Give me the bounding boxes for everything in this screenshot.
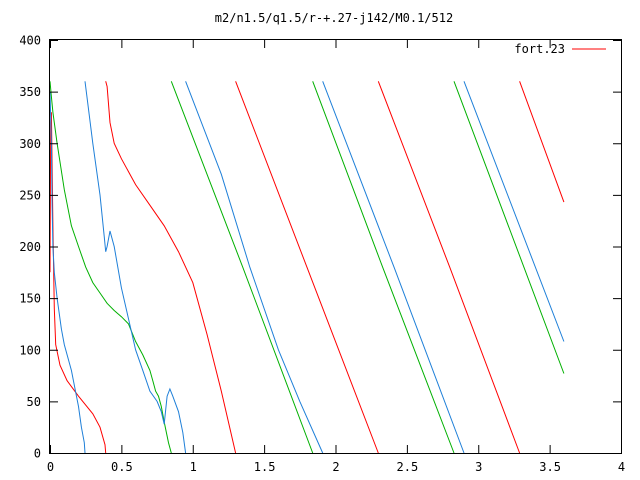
x-tick-label: 2.5 bbox=[397, 460, 419, 474]
x-tick-label: 4 bbox=[618, 460, 625, 474]
y-tick-label: 100 bbox=[19, 343, 41, 357]
plot-frame bbox=[49, 39, 622, 454]
chart-title: m2/n1.5/q1.5/r-+.27-j142/M0.1/512 bbox=[215, 11, 453, 25]
y-tick-label: 0 bbox=[34, 447, 41, 461]
y-tick-label: 350 bbox=[19, 85, 41, 99]
x-tick-label: 1.5 bbox=[254, 460, 276, 474]
y-tick-label: 50 bbox=[27, 395, 41, 409]
x-tick-label: 0.5 bbox=[111, 460, 133, 474]
x-tick-label: 3 bbox=[475, 460, 482, 474]
x-tick-label: 3.5 bbox=[539, 460, 561, 474]
x-tick-label: 0 bbox=[47, 460, 54, 474]
series-line-2 bbox=[49, 81, 565, 454]
tick-layer: 0 0.5 1 1.5 2 2.5 3 3.5 4 0 50 100 150 200 250 300 350 40… bbox=[19, 34, 625, 475]
series-layer bbox=[49, 81, 565, 454]
x-tick-label: 2 bbox=[332, 460, 339, 474]
y-tick-label: 150 bbox=[19, 292, 41, 306]
y-tick-label: 200 bbox=[19, 240, 41, 254]
x-tick-label: 1 bbox=[190, 460, 197, 474]
y-tick-label: 400 bbox=[19, 34, 41, 48]
legend-label: fort.23 bbox=[514, 42, 565, 56]
y-tick-label: 300 bbox=[19, 137, 41, 151]
series-line-1 bbox=[49, 81, 565, 454]
legend: fort.23 bbox=[514, 42, 606, 56]
y-tick-label: 250 bbox=[19, 188, 41, 202]
series-line-0 bbox=[49, 81, 565, 454]
